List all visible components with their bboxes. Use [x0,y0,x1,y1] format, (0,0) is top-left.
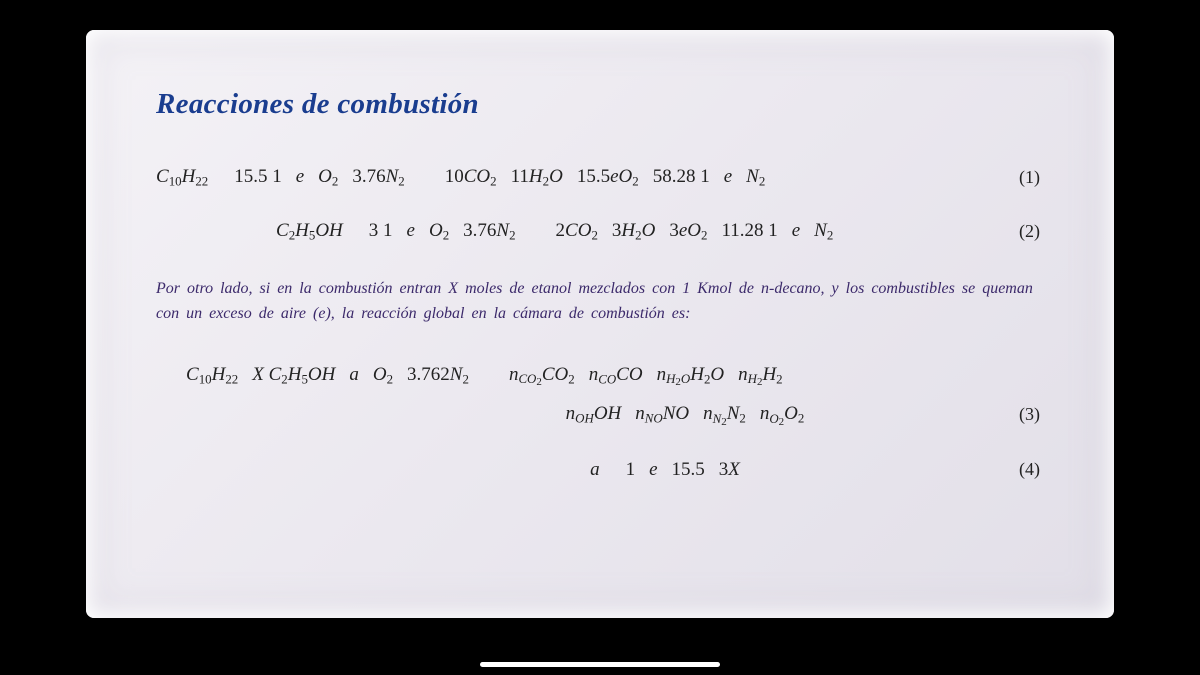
equation-number-4: (4) [994,459,1044,480]
equation-row-3a: C10H22X C2H5OHaO23.762N2nCO2CO2nCOCOnH2O… [156,359,1044,392]
slide: Reacciones de combustión C10H2215.5 1eO2… [86,30,1114,618]
equation-4: a1e15.53X [156,454,994,486]
slide-title: Reacciones de combustión [156,88,1044,121]
equation-row-1: C10H2215.5 1eO23.76N210CO211H2O15.5eO258… [156,161,1044,193]
equation-3a: C10H22X C2H5OHaO23.762N2nCO2CO2nCOCOnH2O… [156,359,994,392]
equation-1: C10H2215.5 1eO23.76N210CO211H2O15.5eO258… [156,161,994,193]
equation-2: C2H5OH3 1eO23.76N22CO23H2O3eO211.28 1eN2 [156,215,994,247]
equation-number-3: (3) [994,404,1044,425]
equation-number-2: (2) [994,221,1044,242]
equation-number-1: (1) [994,167,1044,188]
home-indicator-bar[interactable] [480,662,720,667]
equation-3b: nOHOHnNONOnN2N2nO2O2 [156,398,994,431]
equation-row-4: a1e15.53X (4) [156,454,1044,486]
equation-row-2: C2H5OH3 1eO23.76N22CO23H2O3eO211.28 1eN2… [156,215,1044,247]
equation-row-3b: nOHOHnNONOnN2N2nO2O2 (3) [156,398,1044,431]
paragraph: Por otro lado, si en la combustión entra… [156,276,1044,327]
